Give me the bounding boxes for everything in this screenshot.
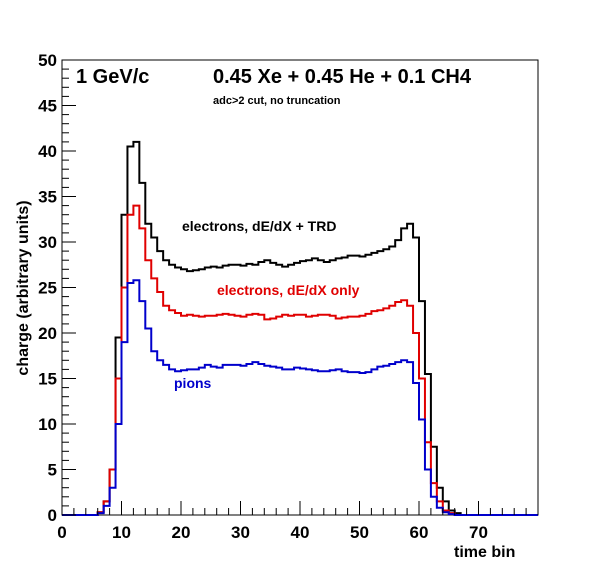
ticks-group: 0 5 10 15 20 25 30 35 40 45 50 0 10 20 30 40 50 60 70 [38, 51, 539, 542]
series-line-0 [62, 140, 538, 516]
label-electrons-dedx: electrons, dE/dX only [217, 282, 360, 298]
x-tick-label: 70 [469, 523, 488, 542]
series-group [62, 140, 538, 516]
title-momentum: 1 GeV/c [76, 66, 149, 88]
label-electrons-trd: electrons, dE/dX + TRD [182, 218, 336, 234]
y-tick-label: 35 [38, 188, 57, 207]
y-tick-label: 0 [48, 506, 57, 525]
label-pions: pions [174, 375, 212, 391]
series-line-1 [62, 204, 538, 516]
series-line-2 [62, 279, 538, 516]
x-tick-label: 0 [57, 523, 66, 542]
subtitle-cut: adc>2 cut, no truncation [213, 95, 341, 107]
y-axis-title: charge (arbitrary units) [15, 200, 32, 375]
title-gas-mixture: 0.45 Xe + 0.45 He + 0.1 CH4 [213, 66, 472, 88]
x-tick-label: 20 [172, 523, 191, 542]
y-tick-label: 30 [38, 233, 57, 252]
x-axis-title: time bin [454, 544, 515, 561]
y-tick-label: 25 [38, 279, 57, 298]
y-tick-label: 5 [48, 461, 57, 480]
y-tick-label: 15 [38, 370, 57, 389]
x-tick-label: 40 [291, 523, 310, 542]
y-tick-label: 20 [38, 324, 57, 343]
x-tick-label: 10 [112, 523, 131, 542]
x-tick-label: 30 [231, 523, 250, 542]
y-tick-label: 10 [38, 415, 57, 434]
x-tick-label: 60 [410, 523, 429, 542]
x-tick-label: 50 [350, 523, 369, 542]
y-tick-label: 45 [38, 97, 57, 116]
y-tick-label: 40 [38, 142, 57, 161]
y-tick-label: 50 [38, 51, 57, 70]
